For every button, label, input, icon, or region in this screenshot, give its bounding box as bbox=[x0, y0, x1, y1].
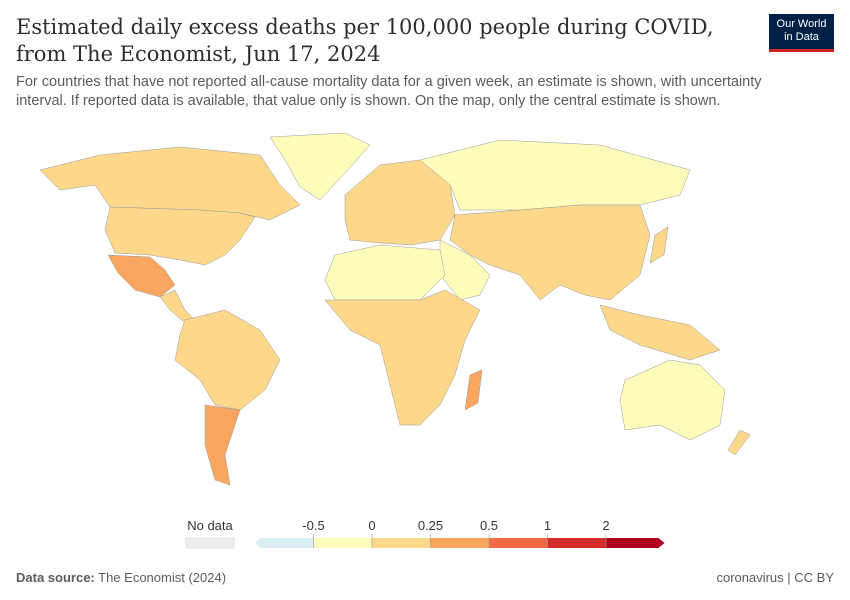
region-asia[interactable] bbox=[449, 204, 651, 301]
legend-bin[interactable] bbox=[489, 538, 548, 548]
legend-bin[interactable] bbox=[547, 538, 607, 548]
logo-line1: Our World bbox=[776, 18, 827, 30]
region-south-america-north[interactable] bbox=[174, 309, 281, 411]
legend-bin[interactable] bbox=[606, 538, 665, 548]
world-map[interactable] bbox=[0, 125, 850, 495]
legend-tick-label: -0.5 bbox=[302, 518, 324, 533]
region-new-zealand[interactable] bbox=[727, 429, 751, 456]
region-madagascar[interactable] bbox=[464, 369, 483, 411]
region-argentina[interactable] bbox=[204, 404, 241, 486]
footer-source: Data source: The Economist (2024) bbox=[16, 570, 226, 585]
source-link[interactable]: The Economist (2024) bbox=[98, 570, 227, 585]
owid-logo[interactable]: Our World in Data bbox=[769, 14, 834, 52]
region-australia[interactable] bbox=[619, 359, 726, 441]
legend-bin[interactable] bbox=[255, 538, 314, 548]
legend-bin[interactable] bbox=[372, 538, 431, 548]
legend-tick-label: 0.25 bbox=[418, 518, 443, 533]
region-africa-north[interactable] bbox=[324, 244, 446, 301]
legend-no-data-label: No data bbox=[187, 518, 233, 533]
chart-title: Estimated daily excess deaths per 100,00… bbox=[16, 15, 714, 66]
region-usa[interactable] bbox=[104, 206, 256, 266]
region-greenland[interactable] bbox=[269, 132, 371, 201]
legend-tick-label: 0.5 bbox=[480, 518, 498, 533]
legend-tick-label: 2 bbox=[602, 518, 609, 533]
legend-tick-label: 0 bbox=[368, 518, 375, 533]
region-canada-alaska[interactable] bbox=[39, 146, 301, 221]
chart-subtitle: For countries that have not reported all… bbox=[16, 74, 762, 109]
region-southeast-asia[interactable] bbox=[599, 304, 721, 361]
logo-line2: in Data bbox=[784, 31, 819, 43]
legend-tick-label: 1 bbox=[544, 518, 551, 533]
region-africa-central-south[interactable] bbox=[324, 289, 481, 426]
legend-no-data-swatch bbox=[185, 537, 235, 549]
region-japan[interactable] bbox=[649, 226, 669, 264]
source-label: Data source: bbox=[16, 570, 95, 585]
footer-license[interactable]: coronavirus | CC BY bbox=[716, 570, 834, 585]
region-central-america[interactable] bbox=[159, 289, 196, 324]
legend-bin[interactable] bbox=[430, 538, 490, 548]
color-legend: No data -0.5 0 0.25 0.5 1 2 bbox=[185, 518, 665, 549]
legend-bin[interactable] bbox=[313, 538, 373, 548]
region-mexico[interactable] bbox=[107, 254, 176, 298]
region-russia[interactable] bbox=[419, 139, 691, 211]
